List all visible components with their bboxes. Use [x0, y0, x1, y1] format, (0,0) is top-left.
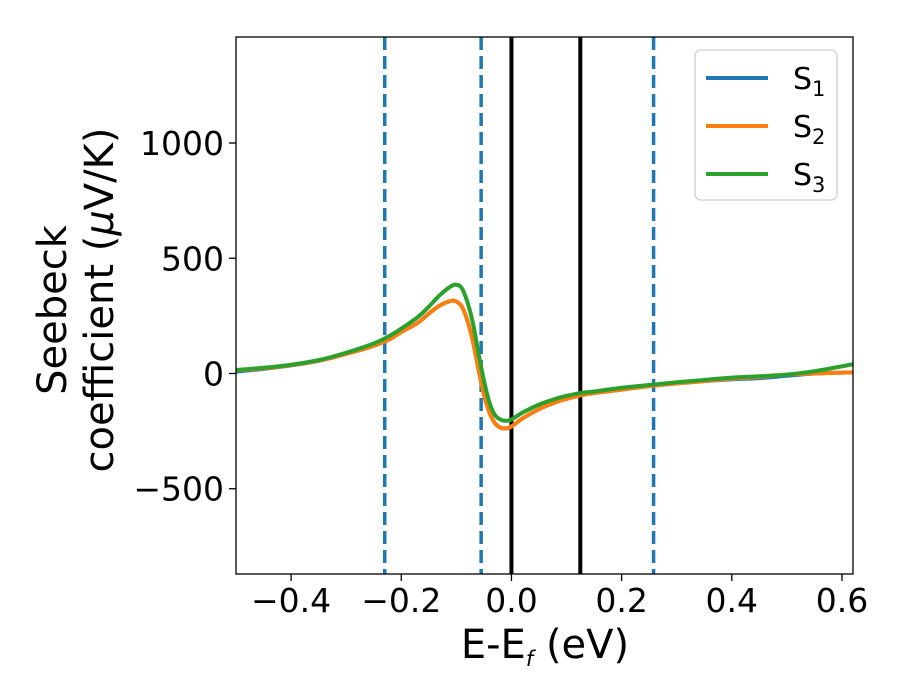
x-tick-label: 0.0 — [485, 581, 537, 620]
plot-frame — [235, 36, 854, 575]
y-tick-label: 1000 — [140, 124, 224, 163]
y-tick-label: 0 — [203, 354, 224, 393]
series-line-s3 — [235, 282, 854, 423]
legend-label-s2: S2 — [793, 110, 825, 149]
x-axis-label: E-Ef (eV) — [461, 622, 629, 671]
x-tick-label: −0.2 — [361, 581, 441, 620]
series-line-s1 — [235, 298, 854, 431]
legend-label-s3: S3 — [793, 158, 825, 197]
series-lines — [235, 282, 854, 431]
y-axis-ticks: −500 0 500 1000 — [133, 124, 236, 509]
y-axis-label-line2: coefficient (μV/K) — [77, 128, 123, 473]
legend-label-s1: S1 — [793, 62, 825, 101]
x-tick-label: 0.6 — [816, 581, 868, 620]
x-tick-label: −0.4 — [251, 581, 331, 620]
x-tick-label: 0.4 — [706, 581, 758, 620]
x-tick-label: 0.2 — [595, 581, 647, 620]
y-axis-label: Seebeck coefficient (μV/K) — [30, 128, 123, 473]
y-tick-label: 500 — [161, 239, 224, 278]
x-axis-ticks: −0.4 −0.2 0.0 0.2 0.4 0.6 — [251, 574, 868, 620]
legend: S1 S2 S3 — [694, 49, 838, 201]
series-line-s2 — [235, 298, 854, 431]
y-tick-label: −500 — [133, 470, 224, 509]
vertical-reference-lines — [382, 37, 656, 574]
y-axis-label-line1: Seebeck — [30, 224, 76, 395]
